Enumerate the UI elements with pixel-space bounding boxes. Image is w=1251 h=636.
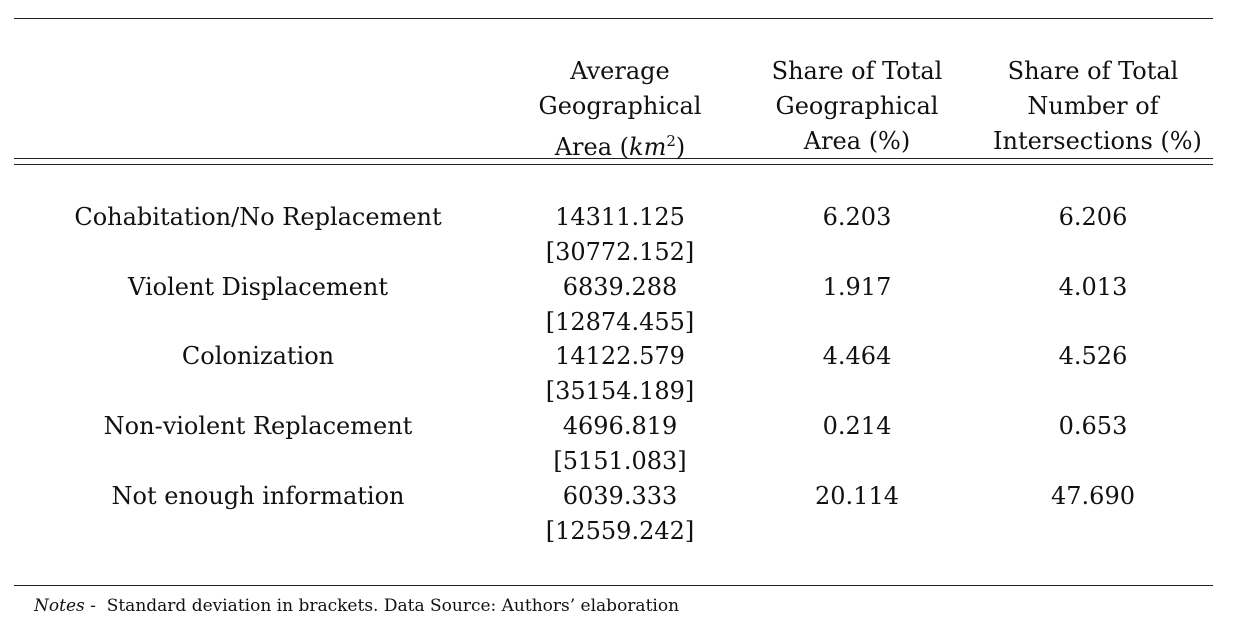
header-share-int-line1: Share of Total xyxy=(1007,57,1179,85)
cell-share-intersections: 4.013 xyxy=(1058,273,1128,301)
cell-avg-area: 4696.819 xyxy=(562,412,678,440)
cell-avg-area: 14311.125 xyxy=(555,203,685,231)
header-avg-unit: km xyxy=(629,133,667,161)
table-top-rule xyxy=(14,18,1213,19)
header-avg-unit-exponent: 2 xyxy=(666,132,676,150)
cell-avg-area-sd: [5151.083] xyxy=(553,447,687,475)
cell-share-intersections: 0.653 xyxy=(1058,412,1128,440)
header-share-area-line1: Share of Total xyxy=(771,57,943,85)
cell-share-intersections: 47.690 xyxy=(1051,482,1135,510)
cell-avg-area-sd: [12874.455] xyxy=(545,308,695,336)
row-label-non-violent-replacement: Non-violent Replacement xyxy=(103,412,413,440)
header-double-rule-upper xyxy=(14,158,1213,159)
header-avg-line3-prefix: Area ( xyxy=(554,133,630,161)
header-double-rule-lower xyxy=(14,164,1213,165)
cell-share-intersections: 6.206 xyxy=(1058,203,1128,231)
cell-avg-area-sd: [12559.242] xyxy=(545,517,695,545)
header-share-geographical-area: Share of Total Geographical Area (%) xyxy=(757,54,957,159)
notes-text: Standard deviation in brackets. Data Sou… xyxy=(106,596,680,616)
header-share-area-line3: Area (%) xyxy=(803,127,911,155)
header-share-int-line3: Intersections (%) xyxy=(993,127,1202,155)
table-notes: Notes - Standard deviation in brackets. … xyxy=(34,595,679,617)
cell-avg-area-sd: [30772.152] xyxy=(545,238,695,266)
header-share-intersections: Share of Total Number of Intersections (… xyxy=(993,54,1202,159)
header-avg-line2: Geographical xyxy=(538,92,702,120)
notes-label: Notes xyxy=(34,596,85,616)
cell-share-area: 0.214 xyxy=(822,412,892,440)
cell-share-area: 20.114 xyxy=(815,482,899,510)
row-label-cohabitation: Cohabitation/No Replacement xyxy=(74,203,442,231)
header-average-geographical-area: Average Geographical Area (km2) xyxy=(520,54,720,165)
cell-avg-area: 14122.579 xyxy=(555,342,685,370)
notes-separator: - xyxy=(84,596,107,616)
row-label-not-enough-information: Not enough information xyxy=(111,482,405,510)
cell-share-area: 4.464 xyxy=(822,342,892,370)
cell-share-intersections: 4.526 xyxy=(1058,342,1128,370)
cell-avg-area-sd: [35154.189] xyxy=(545,377,695,405)
cell-share-area: 6.203 xyxy=(822,203,892,231)
row-label-violent-displacement: Violent Displacement xyxy=(128,273,388,301)
cell-avg-area: 6039.333 xyxy=(562,482,678,510)
cell-share-area: 1.917 xyxy=(822,273,892,301)
header-avg-line1: Average xyxy=(570,57,670,85)
row-label-colonization: Colonization xyxy=(181,342,335,370)
header-avg-line3: Area (km2) xyxy=(520,124,720,165)
header-share-int-line2: Number of xyxy=(1027,92,1159,120)
table-bottom-rule xyxy=(14,585,1213,586)
header-share-area-line2: Geographical xyxy=(775,92,939,120)
header-avg-line3-suffix: ) xyxy=(675,133,686,161)
cell-avg-area: 6839.288 xyxy=(562,273,678,301)
